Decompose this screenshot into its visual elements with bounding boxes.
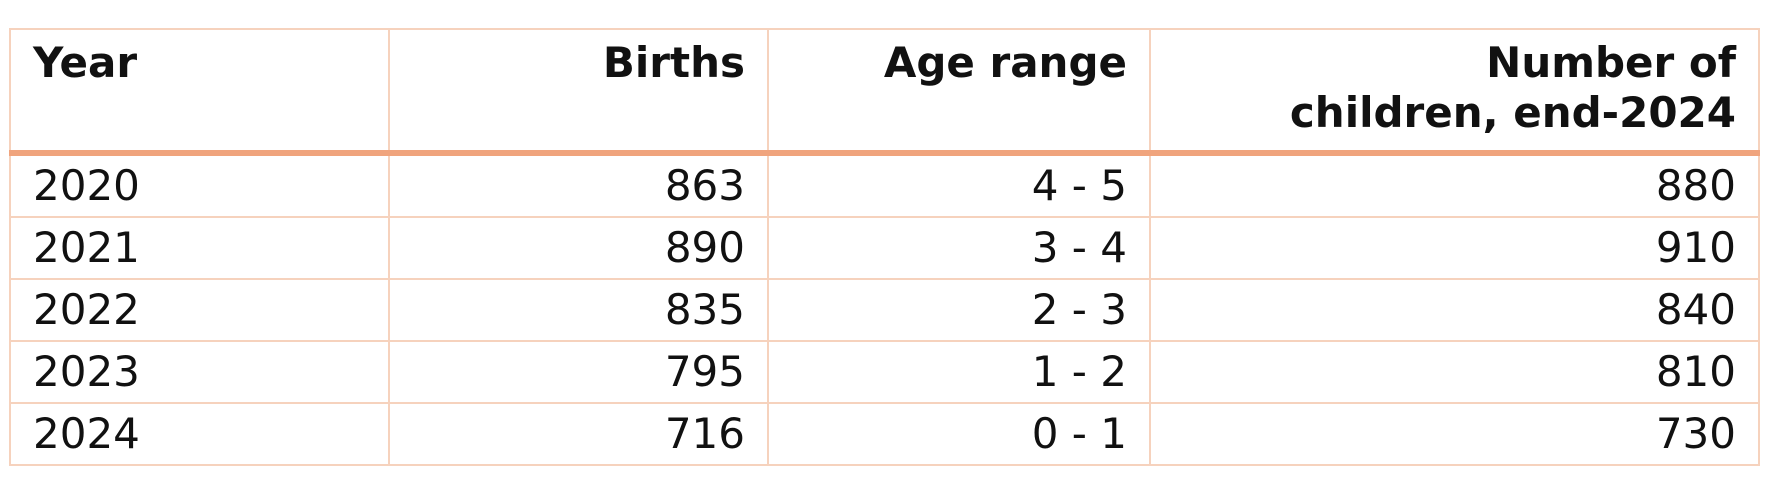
table-cell: 910 — [1149, 216, 1760, 280]
table-row: 2020 863 4 - 5 880 — [9, 152, 1760, 218]
column-header: Number of children, end-2024 — [1149, 28, 1760, 156]
table-cell: 0 - 1 — [767, 402, 1151, 466]
table-cell: 795 — [388, 340, 769, 404]
table-row: 2023 795 1 - 2 810 — [9, 340, 1760, 404]
table-cell: 835 — [388, 278, 769, 342]
table-cell: 863 — [388, 152, 769, 218]
table-cell: 2020 — [9, 152, 390, 218]
table-header: Year Births Age range Number of children, e… — [9, 28, 1760, 156]
table-cell: 890 — [388, 216, 769, 280]
table-row: 2022 835 2 - 3 840 — [9, 278, 1760, 342]
table-row: 2021 890 3 - 4 910 — [9, 216, 1760, 280]
column-header: Age range — [767, 28, 1151, 156]
table-body: 2020 863 4 - 5 880 2021 890 3 - 4 910 2022 835 2 -… — [9, 152, 1760, 466]
table-cell: 716 — [388, 402, 769, 466]
table-cell: 2 - 3 — [767, 278, 1151, 342]
table-cell: 4 - 5 — [767, 152, 1151, 218]
table-cell: 730 — [1149, 402, 1760, 466]
table-row: 2024 716 0 - 1 730 — [9, 402, 1760, 466]
data-table: Year Births Age range Number of children, e… — [9, 28, 1760, 466]
table-cell: 2022 — [9, 278, 390, 342]
table-cell: 2024 — [9, 402, 390, 466]
table-cell: 840 — [1149, 278, 1760, 342]
table-cell: 1 - 2 — [767, 340, 1151, 404]
column-header-text: Number of children, end-2024 — [1289, 38, 1736, 137]
table-cell: 810 — [1149, 340, 1760, 404]
column-header: Year — [9, 28, 390, 156]
column-header: Births — [388, 28, 769, 156]
table-cell: 880 — [1149, 152, 1760, 218]
table-cell: 3 - 4 — [767, 216, 1151, 280]
table-cell: 2021 — [9, 216, 390, 280]
table-cell: 2023 — [9, 340, 390, 404]
header-row: Year Births Age range Number of children, e… — [9, 28, 1760, 156]
